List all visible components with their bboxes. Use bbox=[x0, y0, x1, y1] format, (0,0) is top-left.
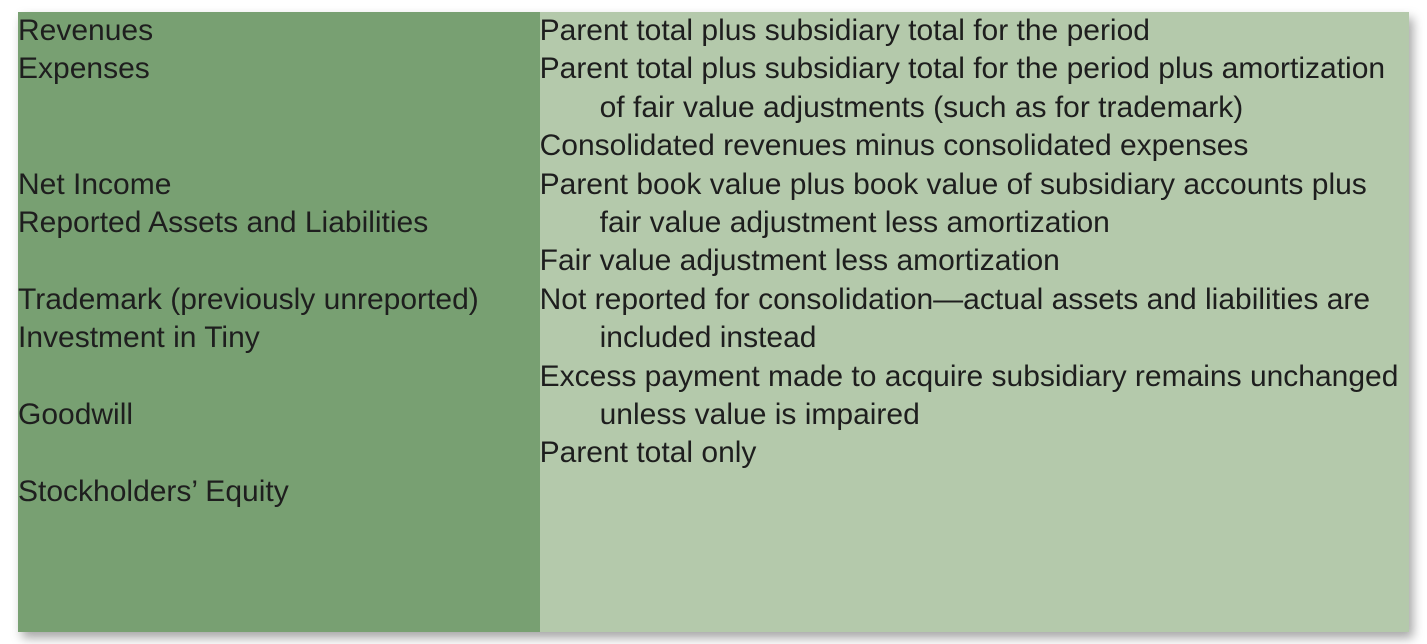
row-label-spacer bbox=[18, 434, 540, 472]
row-label: Investment in Tiny bbox=[18, 319, 540, 357]
row-desc: Parent total only bbox=[540, 434, 1409, 472]
row-label: Trademark (previously unreported) bbox=[18, 281, 540, 319]
row-label-spacer bbox=[18, 358, 540, 396]
row-desc: Excess payment made to acquire subsidiar… bbox=[540, 358, 1409, 435]
row-desc: Fair value adjustment less amortization bbox=[540, 242, 1409, 280]
row-label-spacer bbox=[18, 242, 540, 280]
labels-column: Revenues Expenses Net Income Reported As… bbox=[18, 12, 540, 632]
row-label-spacer bbox=[18, 127, 540, 165]
table-container: Revenues Expenses Net Income Reported As… bbox=[0, 0, 1427, 644]
row-desc: Parent total plus subsidiary total for t… bbox=[540, 12, 1409, 50]
row-label-spacer bbox=[18, 89, 540, 127]
row-label: Net Income bbox=[18, 166, 540, 204]
table-shadow-box: Revenues Expenses Net Income Reported As… bbox=[18, 12, 1409, 632]
row-label: Revenues bbox=[18, 12, 540, 50]
row-desc: Parent book value plus book value of sub… bbox=[540, 166, 1409, 243]
descriptions-column: Parent total plus subsidiary total for t… bbox=[540, 12, 1409, 632]
row-desc: Parent total plus subsidiary total for t… bbox=[540, 50, 1409, 127]
row-desc: Consolidated revenues minus consolidated… bbox=[540, 127, 1409, 165]
row-label: Reported Assets and Liabilities bbox=[18, 204, 540, 242]
table-row: Revenues Expenses Net Income Reported As… bbox=[18, 12, 1409, 632]
row-label: Expenses bbox=[18, 50, 540, 88]
row-label: Stockholders’ Equity bbox=[18, 473, 540, 511]
row-label: Goodwill bbox=[18, 396, 540, 434]
row-desc: Not reported for consolidation—actual as… bbox=[540, 281, 1409, 358]
definition-table: Revenues Expenses Net Income Reported As… bbox=[18, 12, 1409, 632]
